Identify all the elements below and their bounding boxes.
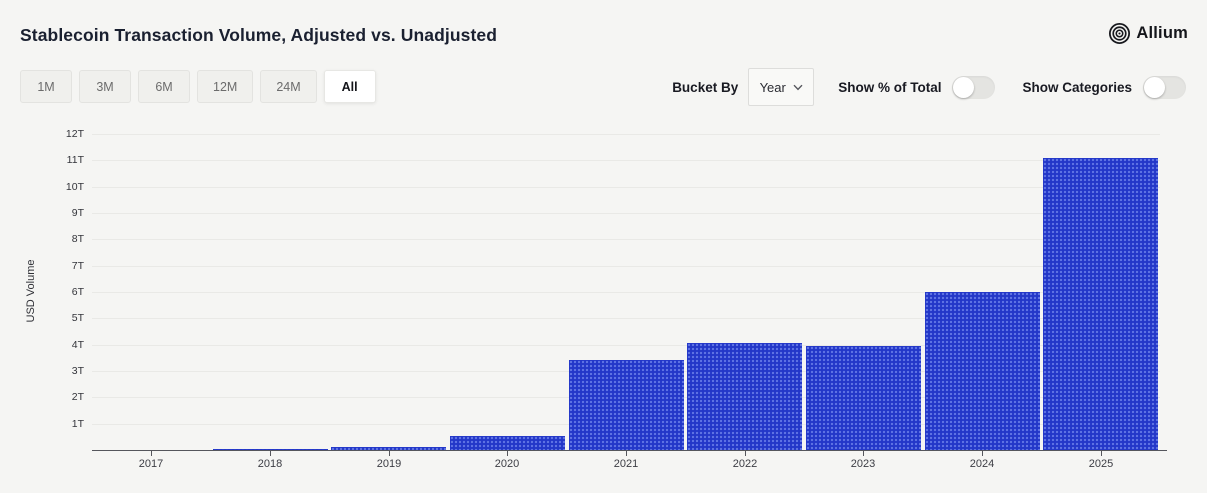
bar-2019[interactable] — [331, 447, 446, 450]
x-tick-2024 — [982, 451, 983, 456]
x-tick-label-2022: 2022 — [732, 458, 758, 470]
y-axis-title: USD Volume — [25, 259, 37, 323]
bar-2018[interactable] — [213, 449, 328, 450]
range-button-24m[interactable]: 24M — [260, 70, 317, 103]
bar-2024[interactable] — [925, 292, 1040, 450]
range-button-1m[interactable]: 1M — [20, 70, 72, 103]
range-button-group: 1M 3M 6M 12M 24M All — [20, 70, 376, 103]
y-tick-label: 6T — [71, 286, 84, 298]
x-tick-2023 — [863, 451, 864, 456]
bucket-by-value: Year — [759, 79, 786, 95]
x-tick-2020 — [507, 451, 508, 456]
range-button-all[interactable]: All — [323, 70, 376, 103]
y-tick-label: 4T — [71, 339, 84, 351]
brand: Allium — [1108, 22, 1188, 45]
x-tick-label-2025: 2025 — [1088, 458, 1114, 470]
x-tick-2019 — [389, 451, 390, 456]
y-tick-label: 2T — [71, 391, 84, 403]
x-tick-label-2021: 2021 — [613, 458, 639, 470]
y-tick-label: 8T — [71, 233, 84, 245]
range-button-12m[interactable]: 12M — [197, 70, 254, 103]
gridline-8T — [92, 239, 1160, 240]
show-percent-toggle[interactable] — [952, 75, 996, 99]
x-tick-label-2020: 2020 — [494, 458, 520, 470]
bar-2023[interactable] — [806, 346, 921, 450]
y-tick-label: 9T — [71, 207, 84, 219]
x-tick-label-2019: 2019 — [376, 458, 402, 470]
x-tick-2022 — [745, 451, 746, 456]
gridline-7T — [92, 266, 1160, 267]
x-tick-label-2023: 2023 — [850, 458, 876, 470]
x-tick-label-2018: 2018 — [257, 458, 283, 470]
x-tick-label-2017: 2017 — [138, 458, 164, 470]
y-tick-label: 12T — [65, 128, 84, 140]
y-tick-label: 7T — [71, 260, 84, 272]
show-percent-label: Show % of Total — [838, 79, 942, 95]
allium-rings-icon — [1108, 22, 1131, 45]
y-tick-label: 10T — [65, 181, 84, 193]
y-tick-label: 1T — [71, 418, 84, 430]
gridline-5T — [92, 318, 1160, 319]
gridline-9T — [92, 213, 1160, 214]
bar-2021[interactable] — [569, 360, 684, 450]
gridline-10T — [92, 187, 1160, 188]
show-categories-toggle[interactable] — [1143, 75, 1186, 99]
chart-controls: Bucket By Year Show % of Total Show Cate… — [672, 68, 1186, 106]
bar-2022[interactable] — [687, 343, 802, 450]
bar-2025[interactable] — [1043, 158, 1158, 450]
x-axis-line — [92, 450, 1167, 451]
x-tick-2021 — [626, 451, 627, 456]
gridline-12T — [92, 134, 1160, 135]
bucket-by-select[interactable]: Year — [748, 68, 815, 106]
bucket-by-label: Bucket By — [672, 79, 739, 95]
toggle-knob — [953, 76, 975, 98]
gridline-6T — [92, 292, 1160, 293]
y-tick-label: 3T — [71, 365, 84, 377]
gridline-11T — [92, 160, 1160, 161]
x-tick-label-2024: 2024 — [969, 458, 995, 470]
x-tick-2018 — [270, 451, 271, 456]
toggle-knob — [1144, 76, 1165, 98]
x-tick-2025 — [1101, 451, 1102, 456]
y-tick-label: 5T — [71, 312, 84, 324]
show-categories-label: Show Categories — [1022, 79, 1132, 95]
range-button-3m[interactable]: 3M — [79, 70, 131, 103]
y-tick-label: 11T — [66, 154, 84, 166]
bar-2020[interactable] — [450, 436, 565, 450]
x-tick-2017 — [151, 451, 152, 456]
gridline-4T — [92, 345, 1160, 346]
range-button-6m[interactable]: 6M — [138, 70, 190, 103]
page-title: Stablecoin Transaction Volume, Adjusted … — [20, 25, 498, 45]
chevron-down-icon — [793, 84, 803, 91]
brand-name: Allium — [1136, 24, 1188, 42]
